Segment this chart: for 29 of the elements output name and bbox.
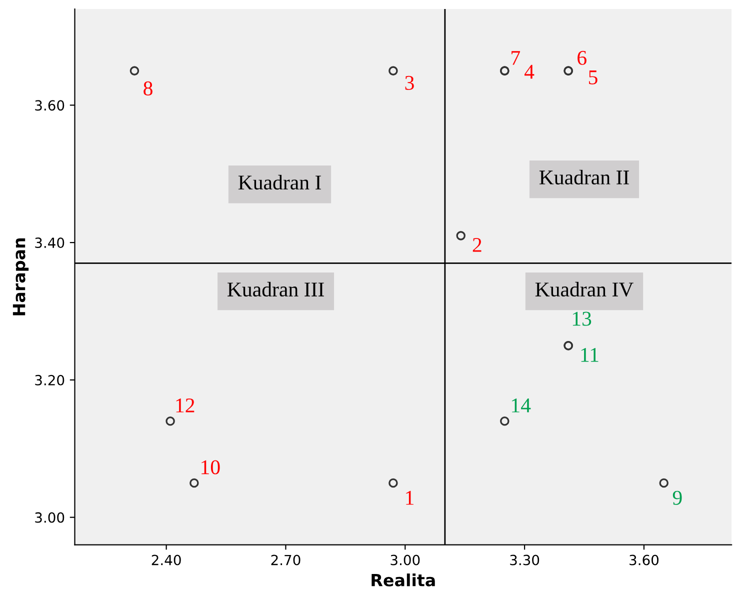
annotation: 14 <box>512 398 531 412</box>
annotation: 2 <box>472 238 482 252</box>
annotation: 4 <box>524 64 534 79</box>
annotation: 7 <box>512 51 520 65</box>
y-tick-label: 3.20 <box>35 374 64 386</box>
x-tick-label: 2.70 <box>271 554 300 566</box>
annotation: 3 <box>405 76 414 90</box>
annotation: Kuadran II <box>539 170 629 185</box>
y-tick-label: 3.40 <box>35 238 64 248</box>
annotation: 12 <box>176 398 194 412</box>
x-axis-title: Realita <box>372 574 435 586</box>
annotation: Kuadran I <box>238 174 321 190</box>
x-tick-label: 2.40 <box>152 554 181 566</box>
annotation: 13 <box>572 312 592 326</box>
annotation: 9 <box>672 490 682 505</box>
annotation: Kuadran III <box>228 282 324 297</box>
annotation: Kuadran IV <box>535 282 634 297</box>
y-tick-label: 3.00 <box>35 512 64 523</box>
annotation: 8 <box>144 81 152 96</box>
x-tick-label: 3.60 <box>630 554 659 566</box>
annotation: 10 <box>202 460 220 474</box>
x-tick-label: 3.00 <box>390 554 420 566</box>
annotation: 11 <box>581 348 598 362</box>
annotation: 6 <box>578 50 586 65</box>
y-tick-label: 3.60 <box>35 100 64 111</box>
annotation: 5 <box>588 70 598 84</box>
annotation: 1 <box>406 490 414 505</box>
y-axis-title: Harapan <box>12 238 29 316</box>
x-tick-label: 3.30 <box>510 554 540 566</box>
